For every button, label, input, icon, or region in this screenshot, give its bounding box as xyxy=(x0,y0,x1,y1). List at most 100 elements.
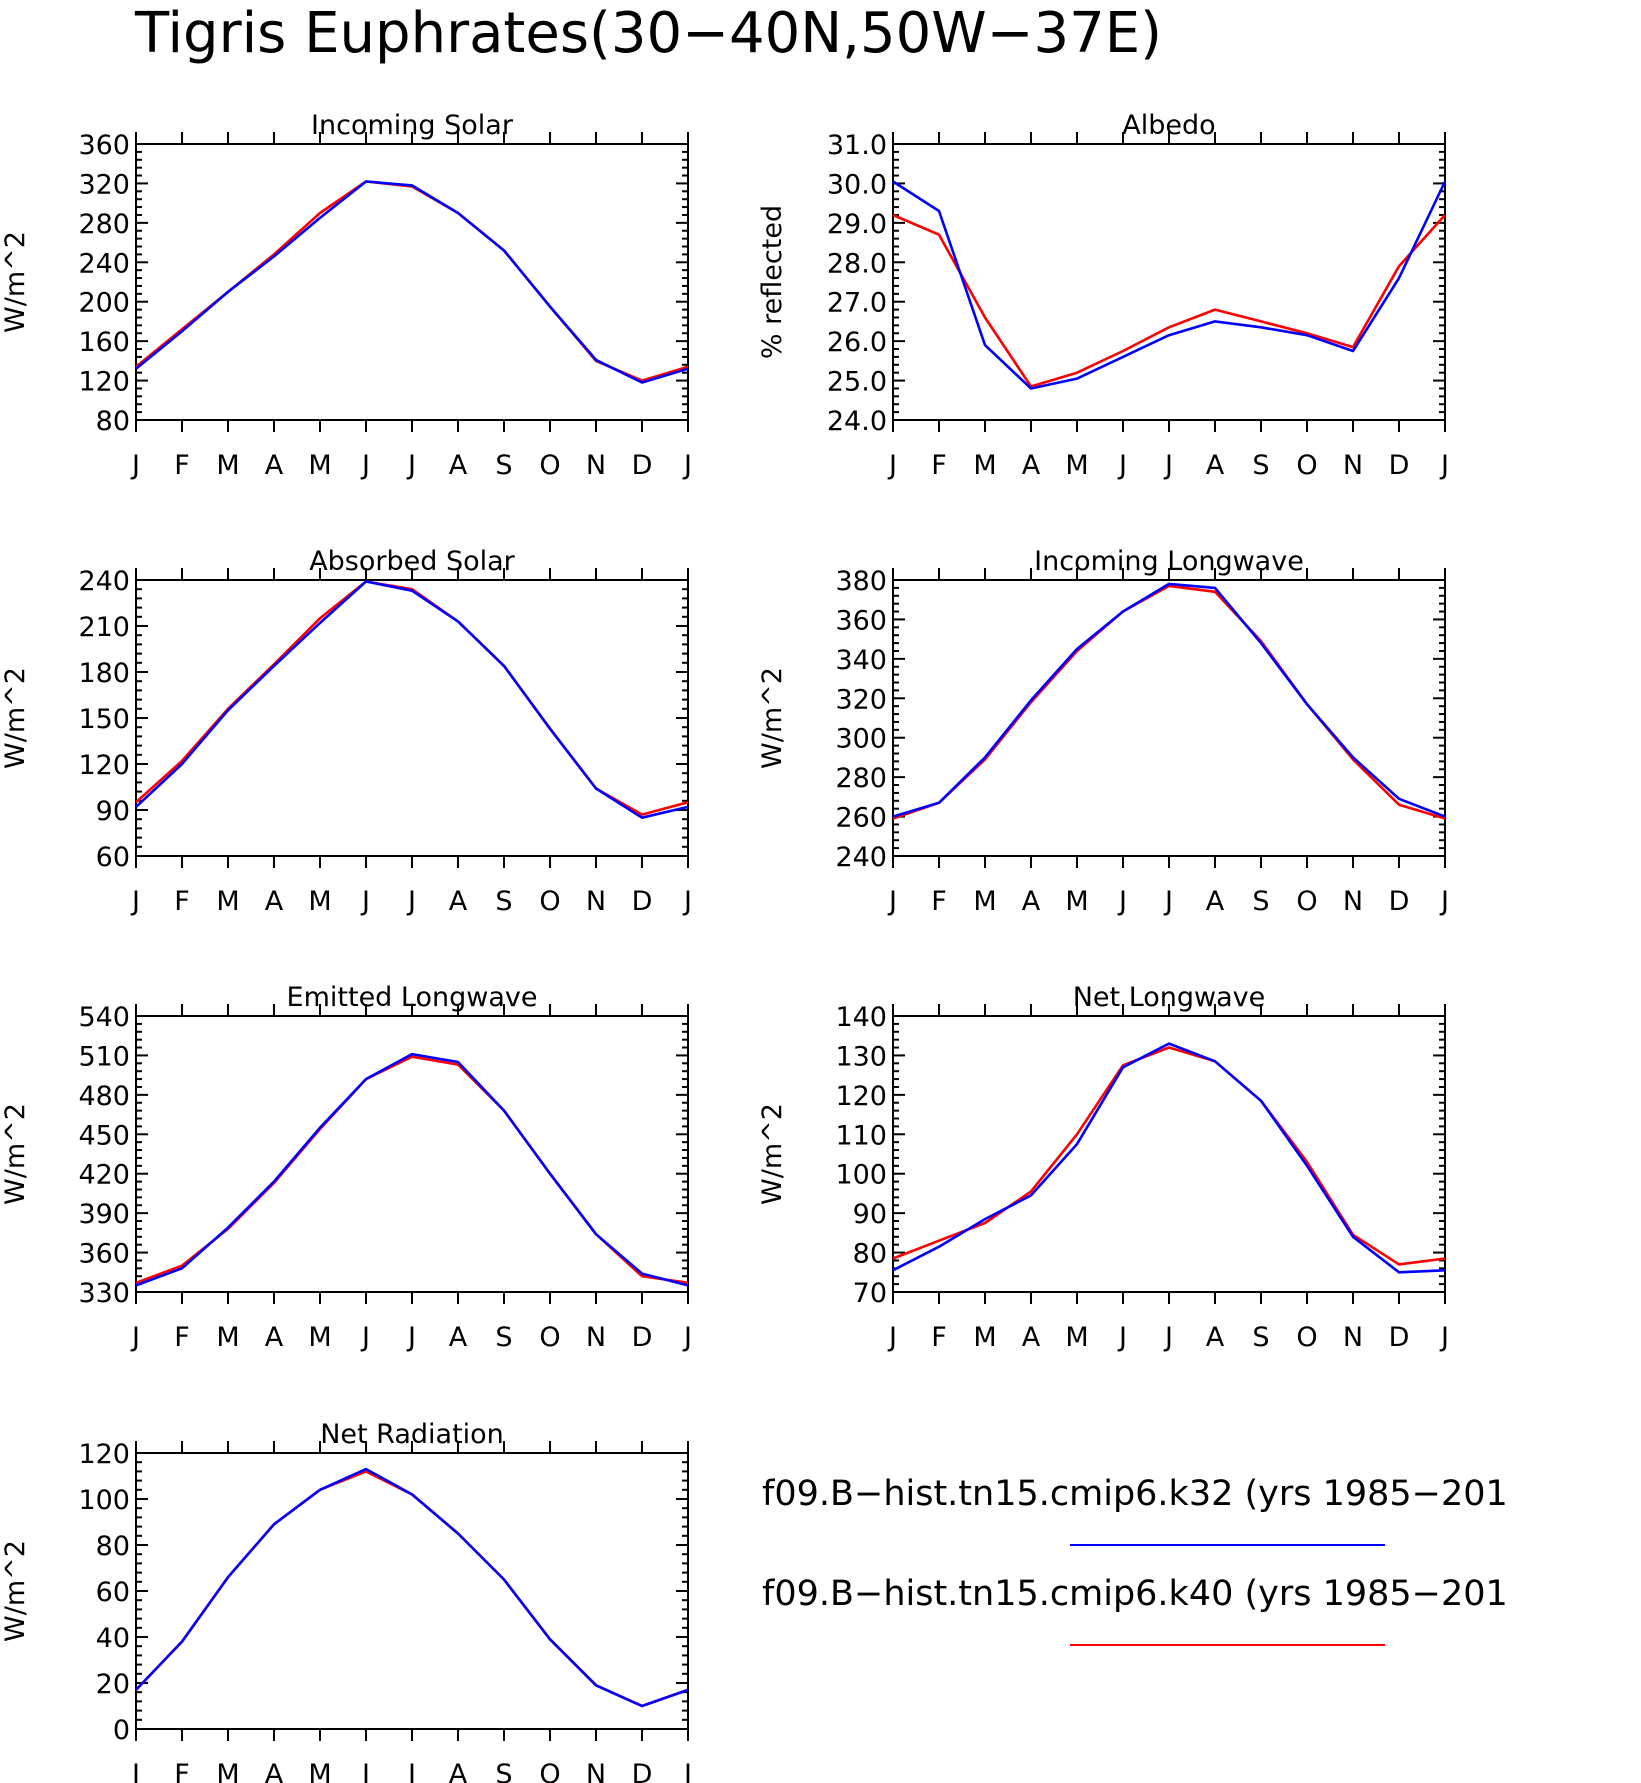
x-tick-label: O xyxy=(1296,886,1317,917)
plot-frame xyxy=(892,143,1446,421)
y-tick-label: 25.0 xyxy=(827,367,887,398)
x-tick-label: A xyxy=(1206,450,1225,481)
y-tick-label: 420 xyxy=(78,1160,130,1191)
x-tick-label: J xyxy=(360,886,370,917)
x-tick-label: A xyxy=(265,450,284,481)
y-tick-label: 320 xyxy=(78,169,130,200)
y-tick-label: 90 xyxy=(96,796,130,827)
y-tick-label: 0 xyxy=(113,1715,130,1746)
y-tick-label: 120 xyxy=(78,367,130,398)
y-tick-label: 450 xyxy=(78,1120,130,1151)
x-tick-label: S xyxy=(495,1759,512,1783)
x-tick-label: N xyxy=(1343,886,1363,917)
x-tick-label: J xyxy=(130,886,140,917)
x-tick-label: A xyxy=(1022,886,1041,917)
x-tick-label: A xyxy=(449,1322,468,1353)
x-tick-label: D xyxy=(632,886,653,917)
x-tick-label: O xyxy=(539,1759,560,1783)
y-tick-label: 28.0 xyxy=(827,248,887,279)
x-tick-label: S xyxy=(1252,886,1269,917)
y-tick-label: 510 xyxy=(78,1041,130,1072)
x-tick-label: N xyxy=(1343,1322,1363,1353)
series-line-2 xyxy=(892,180,1447,390)
x-tick-label: N xyxy=(1343,450,1363,481)
x-tick-label: N xyxy=(586,450,606,481)
x-tick-label: J xyxy=(1439,1322,1449,1353)
y-tick-label: 27.0 xyxy=(827,288,887,319)
y-tick-label: 340 xyxy=(835,645,887,676)
x-tick-label: M xyxy=(308,1759,331,1783)
chart-panel-2: Albedo% reflected24.025.026.027.028.029.… xyxy=(757,110,1449,481)
y-tick-label: 180 xyxy=(78,658,130,689)
y-tick-label: 140 xyxy=(835,1002,887,1033)
x-tick-label: A xyxy=(265,1759,284,1783)
x-tick-label: A xyxy=(1022,1322,1041,1353)
figure-title: Tigris Euphrates(30−40N,50W−37E) xyxy=(134,1,1162,66)
chart-panel-5: Emitted LongwaveW/m^23303603904204504805… xyxy=(0,982,692,1353)
y-tick-label: 120 xyxy=(78,1439,130,1470)
y-tick-label: 150 xyxy=(78,704,130,735)
series-line-2 xyxy=(135,580,689,820)
x-tick-label: J xyxy=(130,1759,140,1783)
x-tick-label: J xyxy=(1439,886,1449,917)
y-tick-label: 24.0 xyxy=(827,406,887,437)
y-tick-label: 60 xyxy=(96,842,130,873)
x-tick-label: M xyxy=(308,1322,331,1353)
x-tick-label: J xyxy=(682,886,692,917)
x-tick-label: D xyxy=(632,1322,653,1353)
x-tick-label: A xyxy=(449,886,468,917)
x-tick-label: J xyxy=(1117,886,1127,917)
x-tick-label: M xyxy=(1065,450,1088,481)
x-tick-label: J xyxy=(1117,450,1127,481)
x-tick-label: F xyxy=(931,450,947,481)
x-tick-label: M xyxy=(1065,886,1088,917)
legend-label-k40: f09.B−hist.tn15.cmip6.k40 (yrs 1985−201 xyxy=(762,1574,1508,1614)
x-tick-label: J xyxy=(1117,1322,1127,1353)
series-line-1 xyxy=(135,580,689,816)
x-tick-label: J xyxy=(360,1322,370,1353)
y-tick-label: 80 xyxy=(853,1239,887,1270)
y-tick-label: 120 xyxy=(78,750,130,781)
y-axis-label: % reflected xyxy=(757,205,788,359)
x-tick-label: D xyxy=(632,450,653,481)
x-tick-label: A xyxy=(449,1759,468,1783)
x-tick-label: O xyxy=(539,886,560,917)
y-axis-label: W/m^2 xyxy=(0,667,31,769)
y-tick-label: 60 xyxy=(96,1577,130,1608)
y-axis-label: W/m^2 xyxy=(757,1103,788,1205)
series-line-2 xyxy=(135,1467,689,1708)
y-tick-label: 200 xyxy=(78,288,130,319)
series-line-1 xyxy=(135,180,689,382)
x-tick-label: F xyxy=(174,450,190,481)
x-tick-label: M xyxy=(216,1759,239,1783)
y-tick-label: 40 xyxy=(96,1623,130,1654)
x-tick-label: D xyxy=(1389,886,1410,917)
y-tick-label: 120 xyxy=(835,1081,887,1112)
y-tick-label: 390 xyxy=(78,1199,130,1230)
series-line-1 xyxy=(892,1046,1446,1266)
x-tick-label: M xyxy=(216,886,239,917)
x-tick-label: D xyxy=(1389,450,1410,481)
series-line-1 xyxy=(892,213,1446,388)
x-tick-label: J xyxy=(1439,450,1449,481)
x-tick-label: J xyxy=(406,1759,416,1783)
x-tick-label: S xyxy=(1252,450,1269,481)
series-line-1 xyxy=(892,584,1446,820)
x-tick-label: J xyxy=(682,1322,692,1353)
y-tick-label: 320 xyxy=(835,684,887,715)
x-tick-label: M xyxy=(308,886,331,917)
x-tick-label: A xyxy=(1206,886,1225,917)
x-tick-label: N xyxy=(586,886,606,917)
x-tick-label: S xyxy=(495,450,512,481)
x-tick-label: J xyxy=(887,450,897,481)
y-tick-label: 31.0 xyxy=(827,130,887,161)
y-tick-label: 280 xyxy=(78,209,130,240)
x-tick-label: A xyxy=(1022,450,1041,481)
x-tick-label: J xyxy=(1163,886,1173,917)
chart-panel-1: Incoming SolarW/m^2801201602002402803203… xyxy=(0,110,692,481)
x-tick-label: O xyxy=(539,1322,560,1353)
x-tick-label: J xyxy=(1163,450,1173,481)
x-tick-label: J xyxy=(406,886,416,917)
legend: f09.B−hist.tn15.cmip6.k32 (yrs 1985−201 … xyxy=(762,1474,1508,1646)
